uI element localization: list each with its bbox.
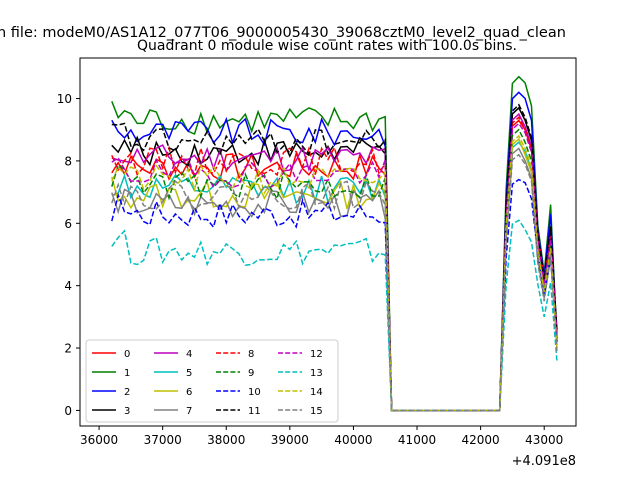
x-tick-label: 37000 bbox=[144, 433, 182, 447]
legend-label: 8 bbox=[248, 349, 254, 360]
legend-label: 14 bbox=[310, 387, 323, 398]
legend-box bbox=[85, 339, 339, 423]
x-tick-label: 42000 bbox=[462, 433, 500, 447]
x-tick-label: 39000 bbox=[271, 433, 309, 447]
legend-label: 0 bbox=[124, 349, 130, 360]
y-tick-label: 6 bbox=[64, 217, 72, 231]
legend-label: 1 bbox=[124, 368, 130, 379]
series-line-11 bbox=[111, 103, 558, 412]
y-tick-label: 8 bbox=[64, 154, 72, 168]
legend-label: 13 bbox=[310, 368, 323, 379]
x-tick-label: 38000 bbox=[207, 433, 245, 447]
series-line-10 bbox=[111, 178, 558, 412]
x-tick-label: 36000 bbox=[80, 433, 118, 447]
series-line-15 bbox=[111, 153, 558, 412]
y-tick-label: 2 bbox=[64, 342, 72, 356]
x-axis: 36000 37000 38000 39000 40000 41000 42000 43000 bbox=[80, 426, 563, 447]
figure-suptitle: n file: modeM0/AS1A12_077T06_9000005430_… bbox=[0, 25, 566, 41]
chart-title: Quadrant 0 module wise count rates with … bbox=[137, 38, 517, 54]
y-axis: 0 2 4 6 8 10 bbox=[57, 92, 80, 418]
y-tick-label: 4 bbox=[64, 279, 72, 293]
x-tick-label: 41000 bbox=[398, 433, 436, 447]
series-layer bbox=[111, 75, 558, 412]
legend-label: 12 bbox=[310, 349, 323, 360]
y-tick-label: 0 bbox=[64, 404, 72, 418]
legend-label: 3 bbox=[124, 406, 130, 417]
legend-label: 11 bbox=[248, 406, 261, 417]
x-offset-label: +4.091e8 bbox=[512, 454, 576, 469]
legend-label: 9 bbox=[248, 368, 254, 379]
legend-label: 15 bbox=[310, 406, 323, 417]
legend-label: 5 bbox=[186, 368, 192, 379]
legend-label: 10 bbox=[248, 387, 261, 398]
x-tick-label: 40000 bbox=[334, 433, 372, 447]
series-line-13 bbox=[111, 219, 558, 412]
plot-frame bbox=[79, 57, 577, 427]
x-tick-label: 43000 bbox=[525, 433, 563, 447]
legend-label: 6 bbox=[186, 387, 192, 398]
legend-label: 2 bbox=[124, 387, 130, 398]
y-tick-label: 10 bbox=[57, 92, 72, 106]
legend-label: 4 bbox=[186, 349, 192, 360]
legend-label: 7 bbox=[186, 406, 192, 417]
